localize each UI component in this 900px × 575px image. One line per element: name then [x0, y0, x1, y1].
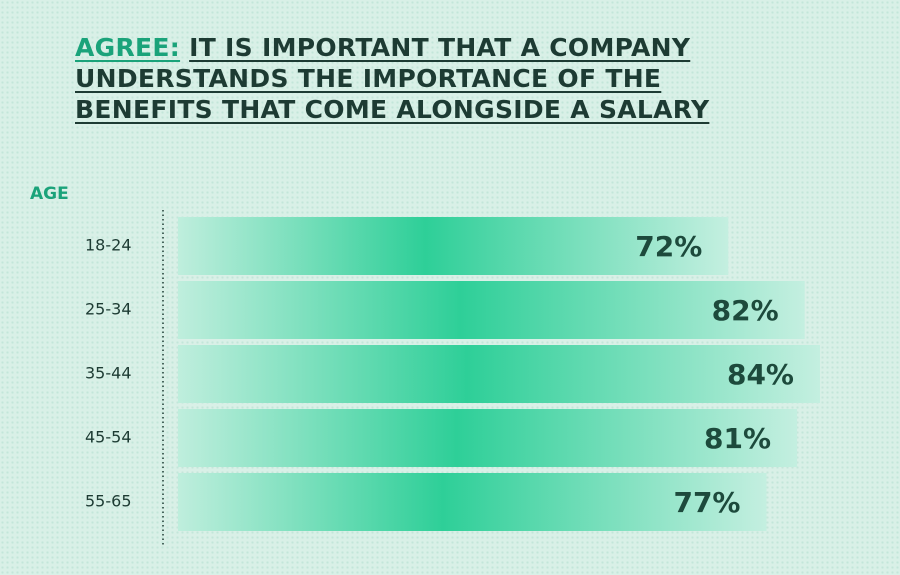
chart-title: AGREE: IT IS IMPORTANT THAT A COMPANY UN…	[75, 32, 709, 125]
title-line: UNDERSTANDS THE IMPORTANCE OF THE	[75, 64, 662, 93]
y-tick-label: 18-24	[85, 236, 132, 255]
y-tick-label: 25-34	[85, 300, 132, 319]
y-tick-label: 55-65	[85, 492, 132, 511]
title-line: BENEFITS THAT COME ALONGSIDE A SALARY	[75, 95, 710, 124]
bar	[178, 345, 820, 403]
bar	[178, 409, 798, 467]
value-label: 81%	[704, 422, 771, 455]
value-label: 77%	[673, 486, 740, 519]
y-tick-label: 45-54	[85, 428, 132, 447]
title-highlight: AGREE:	[75, 33, 181, 62]
value-label: 84%	[727, 358, 794, 391]
value-label: 82%	[712, 294, 779, 327]
axis-label: AGE	[30, 184, 69, 204]
value-label: 72%	[635, 230, 702, 263]
bar	[178, 473, 767, 531]
title-line: IT IS IMPORTANT THAT A COMPANY	[189, 33, 691, 62]
y-tick-label: 35-44	[85, 364, 132, 383]
bar	[178, 281, 805, 339]
bar	[178, 217, 729, 275]
